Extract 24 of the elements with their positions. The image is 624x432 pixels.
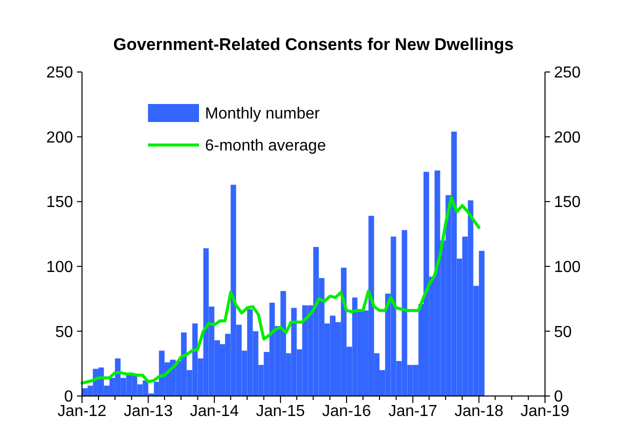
- y2-tick-label: 50: [554, 324, 572, 341]
- x-tick-label: Jan-16: [322, 403, 372, 420]
- x-tick-label: Jan-14: [190, 403, 239, 420]
- x-tick-label: Jan-15: [256, 403, 306, 420]
- y-tick-label: 200: [46, 129, 74, 146]
- y-tick-label: 150: [46, 194, 74, 212]
- y-tick-label: 100: [46, 259, 74, 276]
- legend-label: 6-month average: [205, 138, 326, 155]
- legend-label: Monthly number: [205, 106, 320, 123]
- y2-tick-label: 0: [554, 388, 563, 406]
- y-tick-label: 50: [55, 324, 74, 341]
- y2-tick-label: 100: [554, 259, 581, 276]
- x-tick-label: Jan-13: [124, 403, 173, 420]
- y2-tick-label: 250: [554, 64, 581, 82]
- chart-title: Government-Related Consents for New Dwellings: [113, 35, 514, 54]
- x-tick-label: Jan-19: [520, 403, 570, 420]
- x-tick-label: Jan-18: [454, 403, 504, 420]
- x-tick-label: Jan-17: [388, 403, 438, 420]
- line-series: [80, 196, 480, 385]
- y-tick-label: 250: [46, 64, 74, 82]
- y2-tick-label: 200: [554, 129, 581, 146]
- y2-tick-label: 150: [554, 194, 581, 212]
- y-tick-label: 0: [64, 388, 74, 406]
- x-tick-label: Jan-12: [58, 403, 107, 420]
